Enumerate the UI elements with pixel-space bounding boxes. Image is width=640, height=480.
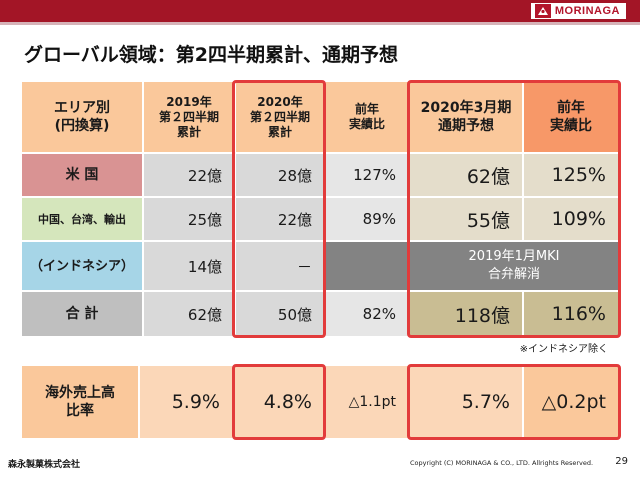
row-total-forecast: 118億	[410, 292, 522, 336]
row-us-fy-yoy: 125%	[524, 154, 618, 196]
header-fy-forecast: 2020年3月期 通期予想	[410, 82, 522, 152]
row-total-fy2020: 50億	[236, 292, 324, 336]
row-us-fy2019: 22億	[144, 154, 234, 196]
page-number: 29	[615, 456, 628, 467]
header-fy2019-line2: 第２四半期	[158, 109, 219, 124]
header-fy2019-q2: 2019年 第２四半期 累計	[144, 82, 234, 152]
row-indonesia-fy2020: －	[236, 242, 324, 290]
header-fy2020-line1: 2020年	[257, 94, 303, 109]
header-area-line2: (円換算)	[54, 118, 110, 134]
header-yoy-line1: 前年	[354, 102, 379, 116]
row-total-area: 合 計	[22, 292, 142, 336]
overseas-fy2019: 5.9%	[140, 366, 232, 438]
row-china-fy2019: 25億	[144, 198, 234, 240]
row-indonesia-yoy-blank	[326, 242, 408, 290]
overseas-forecast: 5.7%	[410, 366, 522, 438]
row-indonesia-fy2019: 14億	[144, 242, 234, 290]
header-fy-yoy-line1: 前年	[557, 100, 585, 116]
page-title: グローバル領域：第2四半期累計、通期予想	[24, 44, 399, 66]
header-fy2020-line2: 第２四半期	[249, 109, 310, 124]
row-us-forecast: 62億	[410, 154, 522, 196]
overseas-label-line1: 海外売上高	[45, 385, 115, 401]
footnote: ※インドネシア除く	[519, 344, 608, 355]
row-us-yoy: 127%	[326, 154, 408, 196]
row-china-yoy: 89%	[326, 198, 408, 240]
header-forecast-line1: 2020年3月期	[420, 100, 512, 116]
logo-text: MORINAGA	[554, 5, 620, 17]
merged-note-line1: 2019年1月MKI	[468, 249, 560, 264]
header-area: エリア別 (円換算)	[22, 82, 142, 152]
header-area-line1: エリア別	[54, 100, 110, 116]
row-total-fy2019: 62億	[144, 292, 234, 336]
overseas-fy-yoy: △0.2pt	[524, 366, 618, 438]
header-fy-yoy: 前年 実績比	[524, 82, 618, 152]
row-china-fy-yoy: 109%	[524, 198, 618, 240]
row-us-fy2020: 28億	[236, 154, 324, 196]
row-china-area: 中国、台湾、輸出	[22, 198, 142, 240]
company-logo: MORINAGA	[530, 3, 626, 19]
row-china-fy2020: 22億	[236, 198, 324, 240]
merged-note-line2: 合弁解消	[487, 267, 540, 282]
row-total-yoy: 82%	[326, 292, 408, 336]
row-indonesia-area: （インドネシア）	[22, 242, 142, 290]
row-total-fy-yoy: 116%	[524, 292, 618, 336]
header-fy2020-line3: 累計	[267, 124, 292, 139]
overseas-label-line2: 比率	[66, 403, 94, 419]
row-us-area: 米 国	[22, 154, 142, 196]
overseas-fy2020: 4.8%	[234, 366, 324, 438]
header-fy2020-q2: 2020年 第２四半期 累計	[236, 82, 324, 152]
header-fy-yoy-line2: 実績比	[550, 118, 592, 134]
header-yoy: 前年 実績比	[326, 82, 408, 152]
header-accent-strip	[0, 22, 640, 25]
overseas-label: 海外売上高 比率	[22, 366, 138, 438]
row-indonesia-merged-note: 2019年1月MKI 合弁解消	[410, 242, 618, 290]
header-yoy-line2: 実績比	[348, 117, 385, 131]
header-fy2019-line1: 2019年	[166, 94, 212, 109]
header-fy2019-line3: 累計	[176, 124, 201, 139]
header-forecast-line2: 通期予想	[438, 118, 494, 134]
header-bar: MORINAGA	[0, 0, 640, 22]
footer-copyright: Copyright (C) MORINAGA & CO., LTD. Allri…	[410, 459, 594, 467]
overseas-yoy: △1.1pt	[326, 366, 408, 438]
footer-company-name: 森永製菓株式会社	[8, 460, 81, 470]
row-china-forecast: 55億	[410, 198, 522, 240]
morinaga-angel-icon	[534, 4, 551, 18]
